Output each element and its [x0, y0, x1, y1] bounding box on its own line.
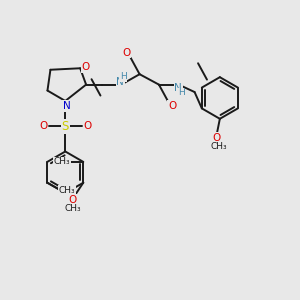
Text: N: N: [174, 82, 182, 93]
Text: O: O: [213, 133, 221, 143]
Text: O: O: [69, 195, 77, 205]
Text: CH₃: CH₃: [53, 158, 70, 166]
Text: CH₃: CH₃: [210, 142, 227, 151]
Text: S: S: [61, 120, 69, 133]
Text: H: H: [178, 88, 184, 98]
Text: O: O: [83, 121, 92, 131]
Text: O: O: [81, 62, 90, 72]
Text: N: N: [63, 101, 71, 111]
Text: O: O: [39, 121, 47, 131]
Text: O: O: [122, 47, 130, 58]
Text: N: N: [116, 76, 124, 87]
Text: CH₃: CH₃: [64, 204, 81, 213]
Text: CH₃: CH₃: [59, 186, 76, 195]
Text: H: H: [120, 72, 127, 81]
Text: O: O: [168, 101, 176, 111]
